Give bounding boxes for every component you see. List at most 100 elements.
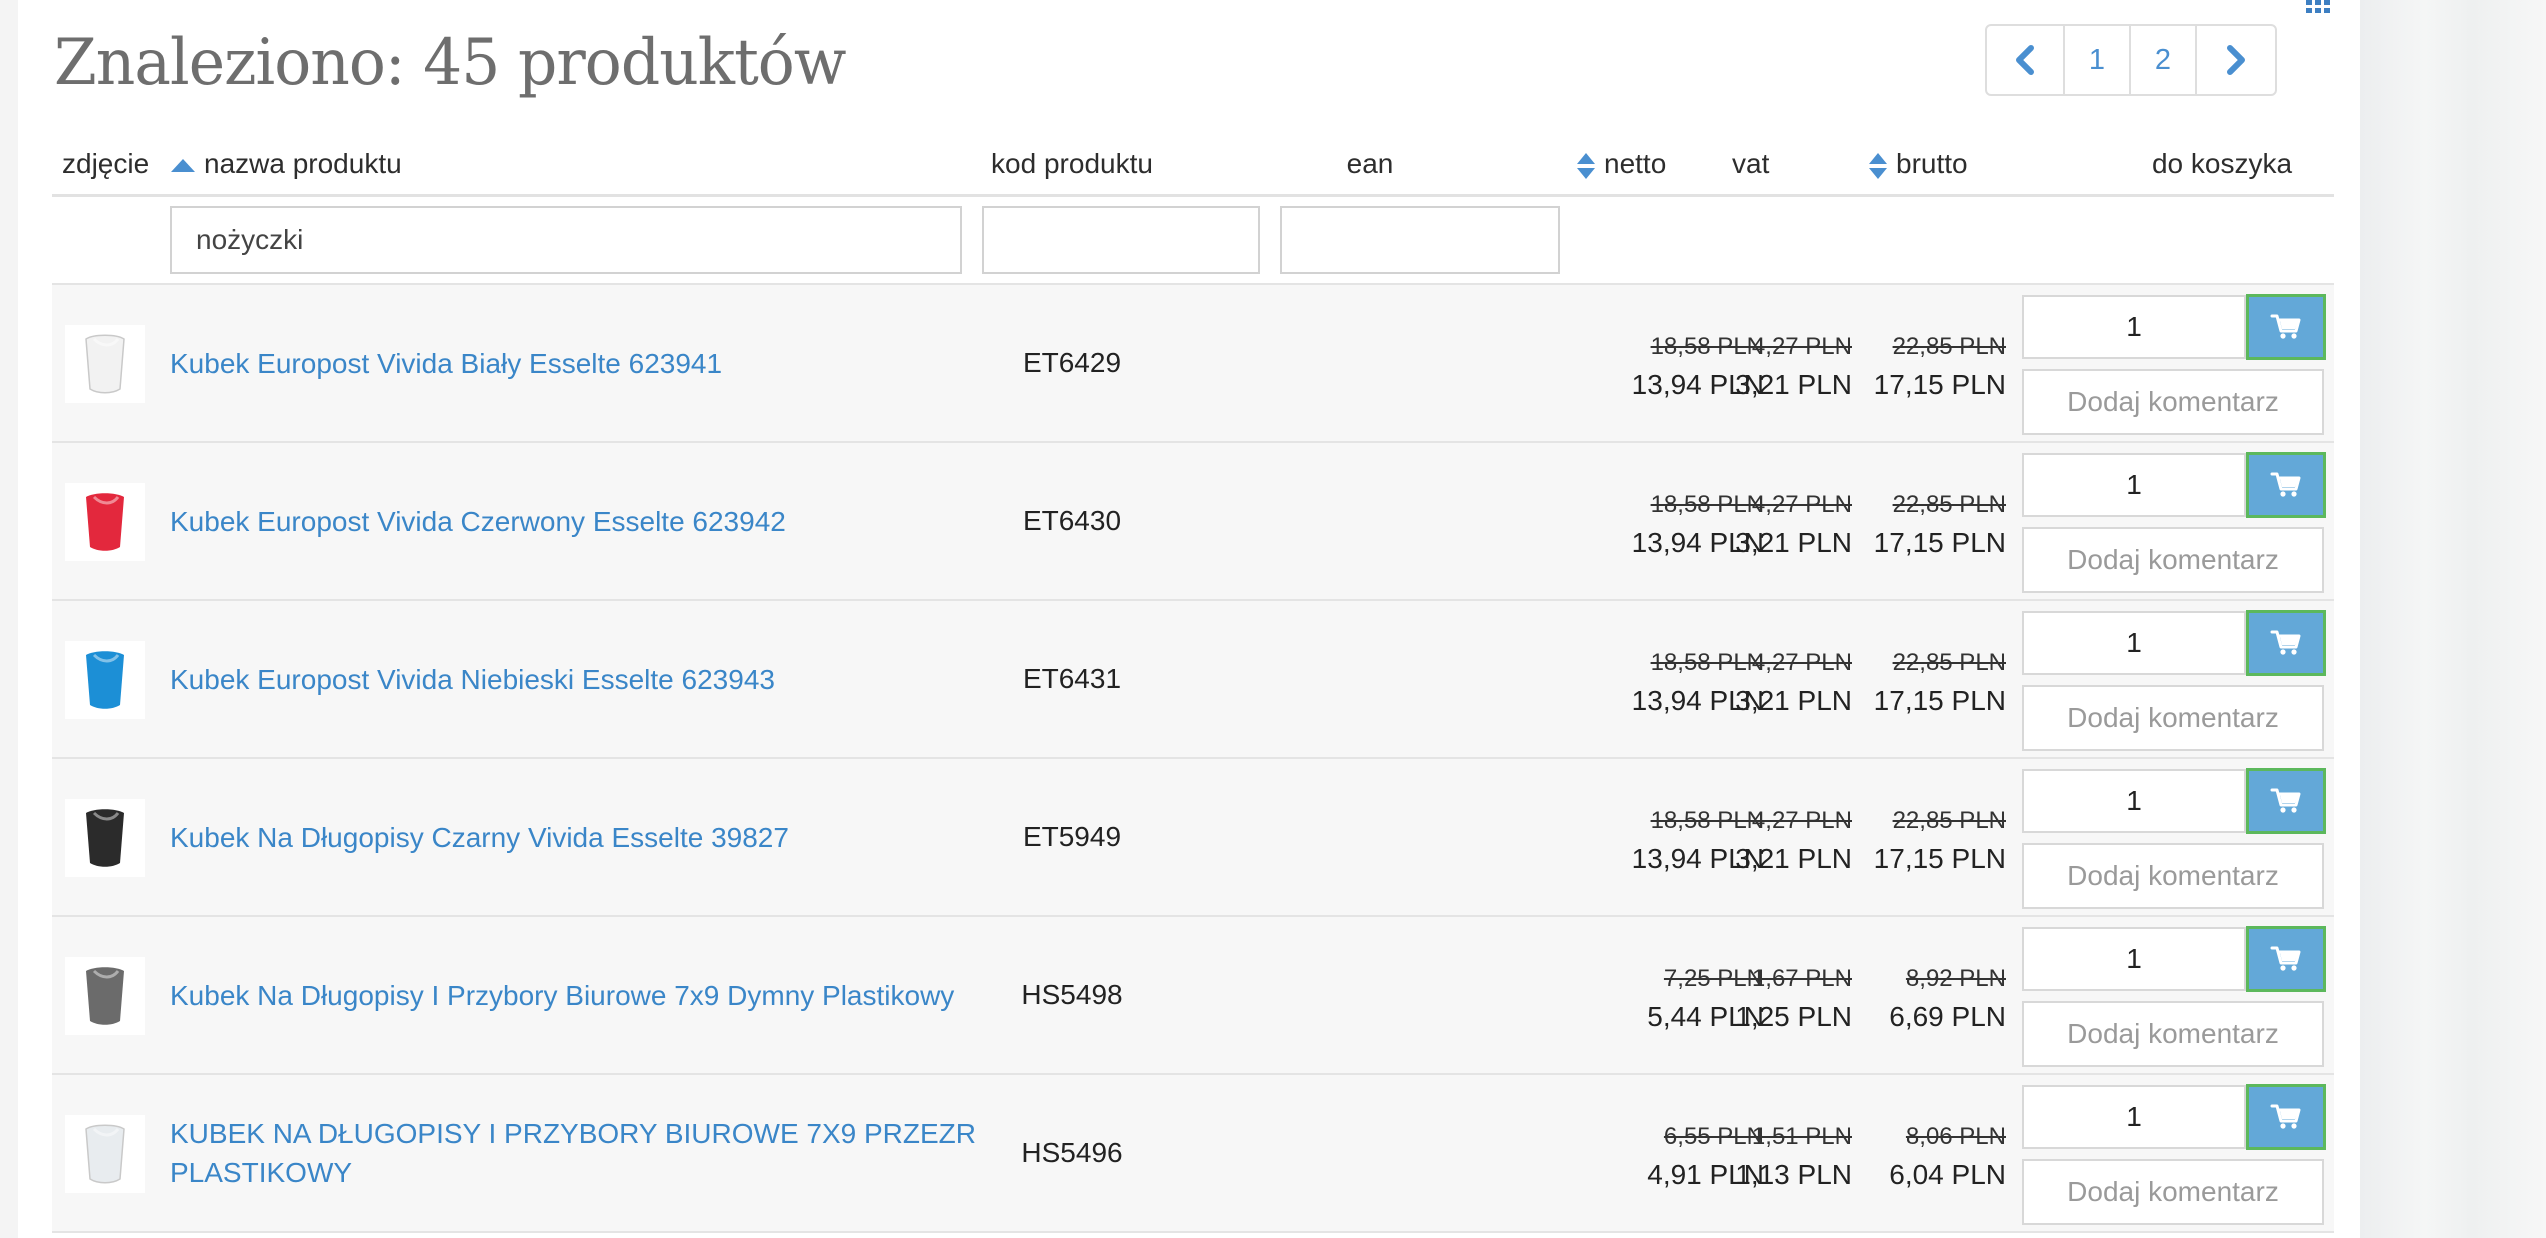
add-to-cart-button[interactable] [2246, 768, 2326, 834]
add-comment-button[interactable]: Dodaj komentarz [2022, 369, 2324, 435]
product-image[interactable] [65, 483, 145, 561]
brutto-current-price: 6,04 PLN [1889, 1159, 2006, 1190]
grid-icon[interactable] [2306, 0, 2334, 18]
add-to-cart-button[interactable] [2246, 926, 2326, 992]
product-code: ET6430 [1022, 505, 1122, 536]
vat-current-price: 3,21 PLN [1735, 685, 1852, 716]
sort-icon [1577, 152, 1595, 179]
column-header-code: kod produktu [991, 148, 1153, 179]
add-comment-button[interactable]: Dodaj komentarz [2022, 843, 2324, 909]
product-code: ET5949 [1022, 821, 1122, 852]
product-name-link[interactable]: Kubek Europost Vivida Niebieski Esselte … [170, 663, 775, 695]
pagination-page-1[interactable]: 1 [2065, 26, 2131, 94]
cart-icon [2270, 472, 2301, 497]
page-background-right [2360, 0, 2546, 1238]
add-to-cart-button[interactable] [2246, 452, 2326, 518]
quantity-input[interactable]: 1 [2022, 453, 2246, 517]
brutto-old-price: 22,85 PLN [1892, 649, 2006, 676]
brutto-price: 8,92 PLN 6,69 PLN [1889, 960, 2006, 1036]
sort-asc-icon [171, 158, 195, 172]
vat-old-price: 4,27 PLN [1751, 649, 1852, 676]
quantity-input[interactable]: 1 [2022, 769, 2246, 833]
netto-current-price: 13,94 PLN [1631, 843, 1764, 874]
product-cup-image [85, 1124, 125, 1184]
brutto-price: 22,85 PLN 17,15 PLN [1874, 328, 2006, 404]
product-name-link[interactable]: Kubek Na Długopisy Czarny Vivida Esselte… [170, 821, 789, 853]
product-cup-image [86, 493, 124, 551]
name-filter-input[interactable] [170, 206, 962, 274]
add-to-cart-button[interactable] [2246, 294, 2326, 360]
add-to-cart-button[interactable] [2246, 610, 2326, 676]
product-code: ET6431 [1022, 663, 1122, 694]
product-cup-image [86, 651, 124, 709]
ean-filter-input[interactable] [1280, 206, 1560, 274]
netto-old-price: 18,58 PLN [1650, 333, 1764, 360]
netto-price: 18,58 PLN 13,94 PLN [1632, 328, 1764, 404]
brutto-current-price: 17,15 PLN [1873, 369, 2006, 400]
pagination-page-2[interactable]: 2 [2131, 26, 2197, 94]
netto-price: 6,55 PLN 4,91 PLN [1647, 1118, 1764, 1194]
table-header: zdjęcie nazwa produktu kod produktu ean … [52, 134, 2334, 197]
vat-old-price: 4,27 PLN [1751, 807, 1852, 834]
netto-old-price: 18,58 PLN [1650, 649, 1764, 676]
brutto-price: 22,85 PLN 17,15 PLN [1874, 644, 2006, 720]
vat-old-price: 1,51 PLN [1751, 1123, 1852, 1150]
product-image[interactable] [65, 957, 145, 1035]
column-header-name[interactable]: nazwa produktu [170, 134, 402, 194]
brutto-price: 22,85 PLN 17,15 PLN [1874, 802, 2006, 878]
cart-icon [2270, 946, 2301, 971]
product-image[interactable] [65, 325, 145, 403]
product-name-link[interactable]: KUBEK NA DŁUGOPISY I PRZYBORY BIUROWE 7X… [170, 1118, 976, 1188]
code-filter-input[interactable] [982, 206, 1260, 274]
netto-price: 18,58 PLN 13,94 PLN [1632, 644, 1764, 720]
vat-price: 1,51 PLN 1,13 PLN [1735, 1118, 1852, 1194]
netto-price: 7,25 PLN 5,44 PLN [1647, 960, 1764, 1036]
netto-old-price: 18,58 PLN [1650, 807, 1764, 834]
product-name-link[interactable]: Kubek Europost Vivida Biały Esselte 6239… [170, 347, 723, 379]
brutto-price: 22,85 PLN 17,15 PLN [1874, 486, 2006, 562]
add-comment-button[interactable]: Dodaj komentarz [2022, 685, 2324, 751]
cart-icon [2270, 1104, 2301, 1129]
column-header-name-label: nazwa produktu [204, 148, 402, 179]
netto-old-price: 7,25 PLN [1663, 965, 1764, 992]
add-comment-button[interactable]: Dodaj komentarz [2022, 1159, 2324, 1225]
brutto-current-price: 6,69 PLN [1889, 1001, 2006, 1032]
product-cup-image [86, 967, 124, 1025]
add-comment-button[interactable]: Dodaj komentarz [2022, 527, 2324, 593]
pagination-next-button[interactable] [2197, 26, 2275, 94]
column-header-brutto[interactable]: brutto [1868, 134, 1968, 194]
vat-old-price: 4,27 PLN [1751, 491, 1852, 518]
pagination-prev-button[interactable] [1987, 26, 2065, 94]
column-header-brutto-label: brutto [1896, 148, 1968, 179]
add-comment-button[interactable]: Dodaj komentarz [2022, 1001, 2324, 1067]
brutto-old-price: 8,06 PLN [1905, 1123, 2006, 1150]
vat-price: 4,27 PLN 3,21 PLN [1735, 486, 1852, 562]
column-header-netto[interactable]: netto [1576, 134, 1666, 194]
product-name-link[interactable]: Kubek Europost Vivida Czerwony Esselte 6… [170, 505, 786, 537]
quantity-input[interactable]: 1 [2022, 927, 2246, 991]
netto-current-price: 13,94 PLN [1631, 369, 1764, 400]
quantity-input[interactable]: 1 [2022, 611, 2246, 675]
add-to-cart-button[interactable] [2246, 1084, 2326, 1150]
netto-old-price: 6,55 PLN [1663, 1123, 1764, 1150]
netto-current-price: 4,91 PLN [1647, 1159, 1764, 1190]
product-image[interactable] [65, 799, 145, 877]
column-header-ean: ean [1346, 148, 1394, 179]
product-search-panel: Znaleziono: 45 produktów 1 2 zdjęcie naz… [52, 0, 2334, 1238]
pagination: 1 2 [1985, 24, 2277, 96]
page-title: Znaleziono: 45 produktów [54, 26, 846, 100]
quantity-input[interactable]: 1 [2022, 295, 2246, 359]
filter-row [52, 197, 2334, 285]
table-row: Kubek Na Długopisy I Przybory Biurowe 7x… [52, 917, 2334, 1075]
product-code: HS5496 [1021, 1137, 1123, 1168]
vat-price: 4,27 PLN 3,21 PLN [1735, 328, 1852, 404]
vat-price: 1,67 PLN 1,25 PLN [1735, 960, 1852, 1036]
product-image[interactable] [65, 641, 145, 719]
netto-price: 18,58 PLN 13,94 PLN [1632, 486, 1764, 562]
netto-current-price: 5,44 PLN [1647, 1001, 1764, 1032]
quantity-input[interactable]: 1 [2022, 1085, 2246, 1149]
brutto-current-price: 17,15 PLN [1873, 843, 2006, 874]
brutto-old-price: 22,85 PLN [1892, 807, 2006, 834]
product-name-link[interactable]: Kubek Na Długopisy I Przybory Biurowe 7x… [170, 979, 955, 1011]
product-image[interactable] [65, 1115, 145, 1193]
